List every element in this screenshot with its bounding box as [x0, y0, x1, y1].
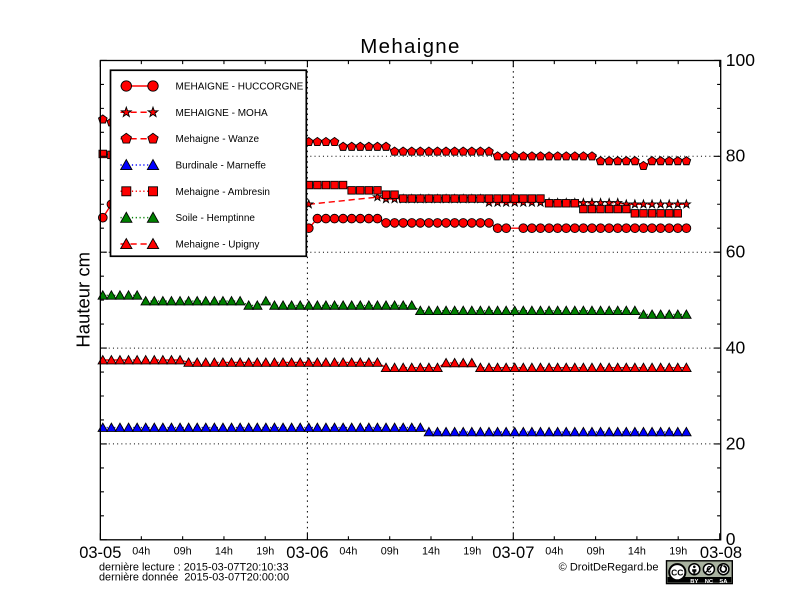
svg-text:dernière donnée 2015-03-07T20: dernière donnée 2015-03-07T20:00:00: [99, 571, 289, 583]
svg-text:60: 60: [726, 242, 746, 262]
svg-text:dernière lecture : 2015-03-07T: dernière lecture : 2015-03-07T20:10:33: [99, 561, 289, 573]
svg-text:Mehaigne - Wanze: Mehaigne - Wanze: [176, 134, 260, 145]
svg-text:Mehaigne - Upigny: Mehaigne - Upigny: [176, 240, 260, 251]
svg-text:Burdinale - Marneffe: Burdinale - Marneffe: [176, 161, 267, 172]
svg-text:SA: SA: [719, 579, 728, 585]
svg-text:09h: 09h: [174, 545, 192, 557]
svg-text:19h: 19h: [256, 545, 274, 557]
svg-text:Hauteur cm: Hauteur cm: [72, 252, 93, 348]
svg-text:03-06: 03-06: [286, 544, 328, 562]
svg-text:Mehaigne: Mehaigne: [360, 35, 460, 58]
svg-text:03-05: 03-05: [79, 544, 121, 562]
svg-text:14h: 14h: [422, 545, 440, 557]
svg-text:BY: BY: [690, 579, 698, 585]
svg-text:14h: 14h: [628, 545, 646, 557]
svg-text:MEHAIGNE - HUCCORGNE: MEHAIGNE - HUCCORGNE: [176, 82, 304, 93]
svg-text:09h: 09h: [587, 545, 605, 557]
svg-text:03-08: 03-08: [700, 544, 742, 562]
svg-text:19h: 19h: [463, 545, 481, 557]
svg-text:19h: 19h: [669, 545, 687, 557]
svg-text:MEHAIGNE - MOHA: MEHAIGNE - MOHA: [176, 108, 269, 119]
svg-text:Mehaigne - Ambresin: Mehaigne - Ambresin: [176, 187, 271, 198]
svg-text:100: 100: [726, 50, 755, 70]
svg-text:04h: 04h: [339, 545, 357, 557]
svg-text:03-07: 03-07: [492, 544, 534, 562]
svg-text:20: 20: [726, 433, 746, 453]
svg-text:80: 80: [726, 146, 746, 166]
svg-text:14h: 14h: [215, 545, 233, 557]
svg-text:CC: CC: [671, 568, 683, 578]
svg-text:0: 0: [726, 529, 736, 549]
svg-text:04h: 04h: [132, 545, 150, 557]
svg-text:40: 40: [726, 338, 746, 358]
svg-text:09h: 09h: [381, 545, 399, 557]
svg-text:NC: NC: [705, 579, 714, 585]
svg-text:Soile - Hemptinne: Soile - Hemptinne: [176, 213, 256, 224]
svg-text:© DroitDeRegard.be: © DroitDeRegard.be: [559, 562, 659, 574]
svg-text:04h: 04h: [545, 545, 563, 557]
